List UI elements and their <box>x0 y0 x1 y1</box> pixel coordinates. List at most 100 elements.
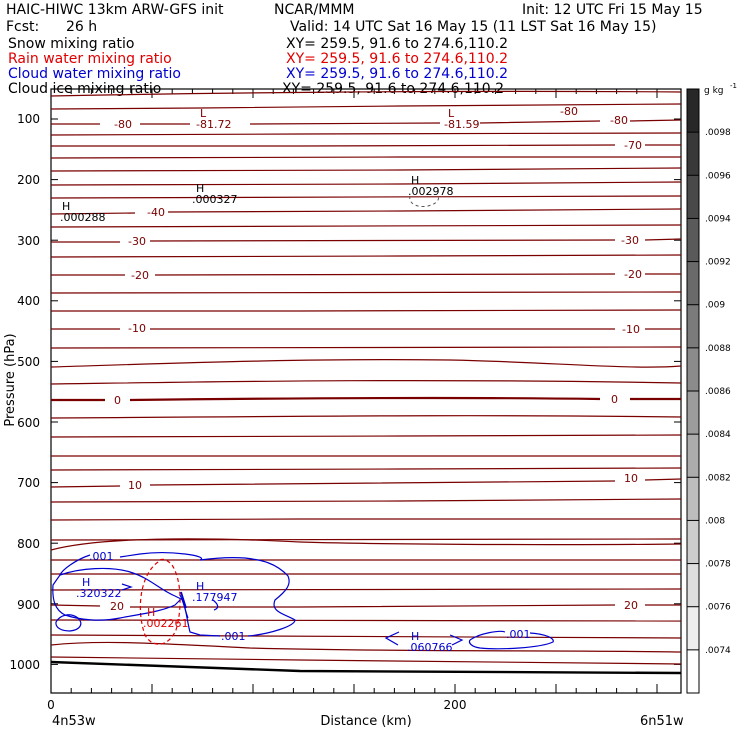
plot-frame <box>50 88 682 694</box>
cloud-contour <box>52 552 203 616</box>
low-value: -81.72 <box>196 118 231 131</box>
isotherm-label: -20 <box>624 268 642 281</box>
colorbar-cell <box>687 563 699 608</box>
high-marker: H <box>82 576 90 589</box>
isotherm <box>50 359 682 368</box>
isotherm <box>50 538 682 551</box>
x-start-label: 4n53w <box>52 714 96 729</box>
isotherm-label: 10 <box>624 472 638 485</box>
cloud-contour <box>449 634 464 646</box>
colorbar-label: .0088 <box>705 344 731 354</box>
isotherm <box>50 538 682 541</box>
y-tick-label: 400 <box>17 294 40 308</box>
valid-time: Valid: 14 UTC Sat 16 May 15 (11 LST Sat … <box>290 19 657 35</box>
isotherm <box>50 619 682 622</box>
isotherm <box>51 238 682 243</box>
high-marker: H <box>147 606 155 619</box>
isotherm-label: -10 <box>128 322 146 335</box>
rain-contour <box>139 558 181 645</box>
isotherm <box>50 498 682 503</box>
isotherm <box>50 379 682 385</box>
cloud-contour <box>179 594 189 619</box>
cloud-contour <box>59 557 296 637</box>
y-tick-labels: 100 200 300 400 500 600 700 800 900 1000 <box>9 112 40 672</box>
isotherm <box>51 119 682 125</box>
isotherm-label: 0 <box>611 393 618 406</box>
y-axis-label: Pressure (hPa) <box>3 333 18 426</box>
colorbar-label: .0074 <box>705 646 731 656</box>
plot-title: HAIC-HIWC 13km ARW-GFS init <box>6 2 224 18</box>
high-value: .177947 <box>192 591 238 604</box>
colorbar-label: .009 <box>705 301 725 311</box>
isotherm-label: -80 <box>610 114 628 127</box>
y-tick-label: 200 <box>17 173 40 187</box>
snow-contour <box>409 195 439 207</box>
isotherm <box>50 224 682 228</box>
isotherm-label: -80 <box>560 105 578 118</box>
low-marker: L <box>200 107 207 120</box>
high-value: .320322 <box>76 587 122 600</box>
forecast-label: Fcst: <box>6 19 40 35</box>
high-value: .002261 <box>143 617 189 630</box>
colorbar-label: .0092 <box>705 258 731 268</box>
terrain-line <box>50 660 682 675</box>
isotherm-label: 10 <box>128 479 142 492</box>
colorbar-cell <box>687 477 699 521</box>
field-name-snow: Snow mixing ratio <box>8 36 135 52</box>
y-tick-label: 1000 <box>9 658 40 672</box>
isotherm-label: -30 <box>128 235 146 248</box>
colorbar-cell <box>687 520 699 565</box>
y-tick-label: 800 <box>17 537 40 551</box>
colorbar-cell <box>687 132 699 176</box>
colorbar-cell <box>687 175 699 219</box>
isotherm-label: -40 <box>147 206 165 219</box>
colorbar-cell <box>687 391 699 435</box>
isotherm <box>50 103 682 110</box>
x-tick-label: 0 <box>47 698 55 712</box>
cloud-contour <box>64 599 181 621</box>
colorbar-units: g kg <box>704 86 724 96</box>
cloud-contour <box>468 630 554 650</box>
isotherm-label: -10 <box>622 323 640 336</box>
cloud-contour <box>121 583 133 591</box>
isotherm <box>50 604 681 608</box>
isotherm <box>50 346 682 349</box>
colorbar-cell <box>687 261 699 306</box>
colorbar-cell <box>687 649 699 694</box>
isotherm <box>50 254 682 258</box>
cloud-contour <box>180 591 187 609</box>
colorbar-cell <box>687 434 699 478</box>
colorbar-label: .0096 <box>705 171 731 181</box>
cloud-contour <box>55 614 82 632</box>
isotherm <box>50 478 682 488</box>
isotherm <box>50 195 682 199</box>
cloud-contour <box>212 599 219 611</box>
field-xy-cloud-water: XY= 259.5, 91.6 to 274.6,110.2 <box>286 66 509 82</box>
colorbar-label: .0078 <box>705 560 731 570</box>
isotherm-label: 20 <box>624 599 638 612</box>
isotherm <box>51 309 682 312</box>
isotherm-label: 0 <box>114 394 121 407</box>
colorbar-label: .0098 <box>705 128 731 138</box>
init-time: Init: 12 UTC Fri 15 May 15 <box>522 2 703 18</box>
high-value: .000327 <box>192 193 238 206</box>
axis-ticks <box>50 89 681 693</box>
high-marker: H <box>62 200 70 213</box>
rain-contours <box>139 558 181 645</box>
isotherm <box>50 90 682 97</box>
isotherm <box>50 156 681 159</box>
isotherm <box>50 208 682 215</box>
colorbar-cell <box>687 606 699 651</box>
y-tick-label: 500 <box>17 355 40 369</box>
high-marker: H <box>196 182 204 195</box>
isotherm <box>51 396 681 402</box>
isotherm-label: 20 <box>110 600 124 613</box>
colorbar-cell <box>687 89 699 133</box>
isotherm-label: -80 <box>114 118 132 131</box>
y-tick-label: 300 <box>17 234 40 248</box>
high-marker: H <box>411 174 419 187</box>
isotherm <box>50 291 682 294</box>
forecast-hour: 26 h <box>66 19 98 35</box>
y-tick-label: 700 <box>17 476 40 490</box>
low-marker: L <box>448 107 455 120</box>
